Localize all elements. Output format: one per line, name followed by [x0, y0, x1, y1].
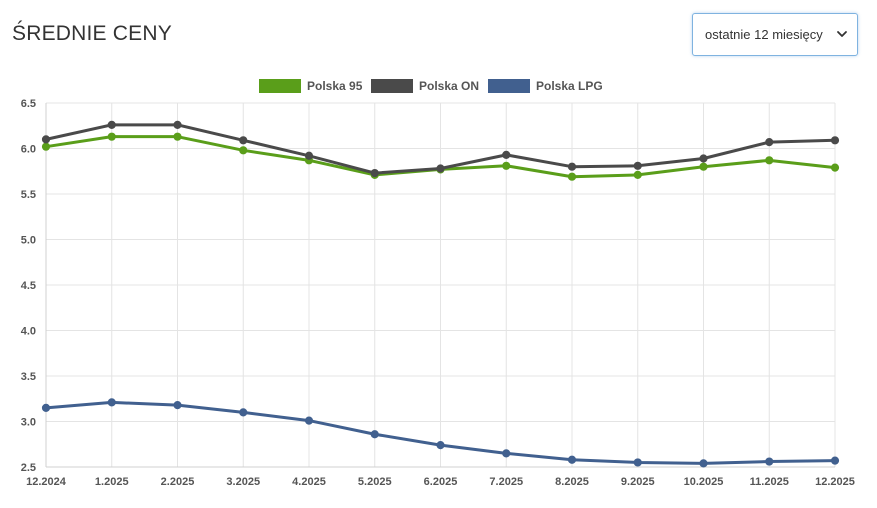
- data-point: [173, 401, 182, 410]
- page-title: ŚREDNIE CENY: [12, 22, 172, 45]
- legend-label: Polska LPG: [536, 79, 603, 93]
- data-point: [633, 161, 642, 170]
- x-tick-label: 12.2025: [815, 476, 855, 488]
- legend-swatch: [259, 79, 301, 93]
- y-tick-label: 2.5: [21, 462, 36, 474]
- data-point: [370, 168, 379, 178]
- period-select[interactable]: ostatnie 12 miesięcy: [692, 13, 858, 56]
- chart-series: [41, 120, 840, 468]
- data-point: [107, 132, 116, 141]
- chevron-down-icon: [837, 31, 847, 37]
- data-point: [633, 170, 642, 179]
- x-tick-label: 1.2025: [95, 476, 129, 488]
- data-point: [567, 162, 577, 171]
- data-point: [239, 136, 248, 145]
- chart-legend: Polska 95 Polska ON Polska LPG: [259, 79, 603, 93]
- x-tick-label: 10.2025: [684, 476, 724, 488]
- period-select-value: ostatnie 12 miesięcy: [705, 27, 823, 42]
- x-axis: 12.2024 1.2025 2.2025 3.2025 4.2025 5.2025 6.2…: [26, 466, 855, 488]
- y-tick-label: 4.0: [21, 326, 36, 338]
- x-tick-label: 3.2025: [226, 476, 260, 488]
- y-tick-label: 3.0: [21, 417, 36, 429]
- data-point: [304, 151, 314, 160]
- data-point: [370, 430, 379, 439]
- x-tick-label: 5.2025: [358, 476, 392, 488]
- data-point: [567, 172, 577, 181]
- data-point: [567, 455, 577, 464]
- y-tick-label: 4.5: [21, 280, 36, 292]
- data-point: [502, 161, 511, 170]
- x-tick-label: 6.2025: [424, 476, 458, 488]
- data-point: [502, 150, 511, 159]
- legend-swatch: [488, 79, 530, 93]
- data-point: [830, 163, 840, 172]
- y-tick-label: 6.5: [21, 98, 36, 110]
- data-point: [699, 162, 708, 171]
- data-point: [41, 135, 51, 144]
- data-point: [633, 458, 642, 467]
- data-point: [830, 136, 840, 145]
- data-point: [239, 408, 248, 417]
- data-point: [107, 120, 116, 129]
- legend-swatch: [371, 79, 413, 93]
- data-point: [765, 138, 774, 147]
- data-point: [107, 398, 116, 407]
- data-point: [699, 154, 708, 163]
- y-tick-label: 5.0: [21, 235, 36, 247]
- data-point: [765, 457, 774, 466]
- legend-label: Polska ON: [419, 79, 479, 93]
- x-tick-label: 7.2025: [489, 476, 523, 488]
- chart-grid: [45, 102, 836, 468]
- y-tick-label: 5.5: [21, 189, 36, 201]
- data-point: [830, 456, 840, 465]
- y-tick-label: 6.0: [21, 144, 36, 156]
- data-point: [304, 416, 314, 425]
- x-tick-label: 2.2025: [161, 476, 195, 488]
- data-point: [502, 449, 511, 458]
- x-tick-label: 12.2024: [26, 476, 67, 488]
- x-tick-label: 4.2025: [292, 476, 326, 488]
- x-tick-label: 11.2025: [750, 476, 789, 488]
- data-point: [699, 459, 708, 468]
- data-point: [239, 146, 248, 155]
- x-tick-label: 8.2025: [555, 476, 589, 488]
- data-point: [436, 441, 445, 450]
- legend-label: Polska 95: [307, 79, 363, 93]
- data-point: [436, 164, 445, 173]
- y-tick-label: 3.5: [21, 371, 36, 383]
- x-tick-label: 9.2025: [621, 476, 655, 488]
- data-point: [41, 142, 51, 151]
- y-axis: 6.5 6.0 5.5 5.0 4.5 4.0 3.5 3.0 2.5: [21, 98, 47, 474]
- data-point: [173, 132, 182, 141]
- data-point: [765, 156, 774, 165]
- data-point: [173, 120, 182, 129]
- data-point: [41, 403, 51, 412]
